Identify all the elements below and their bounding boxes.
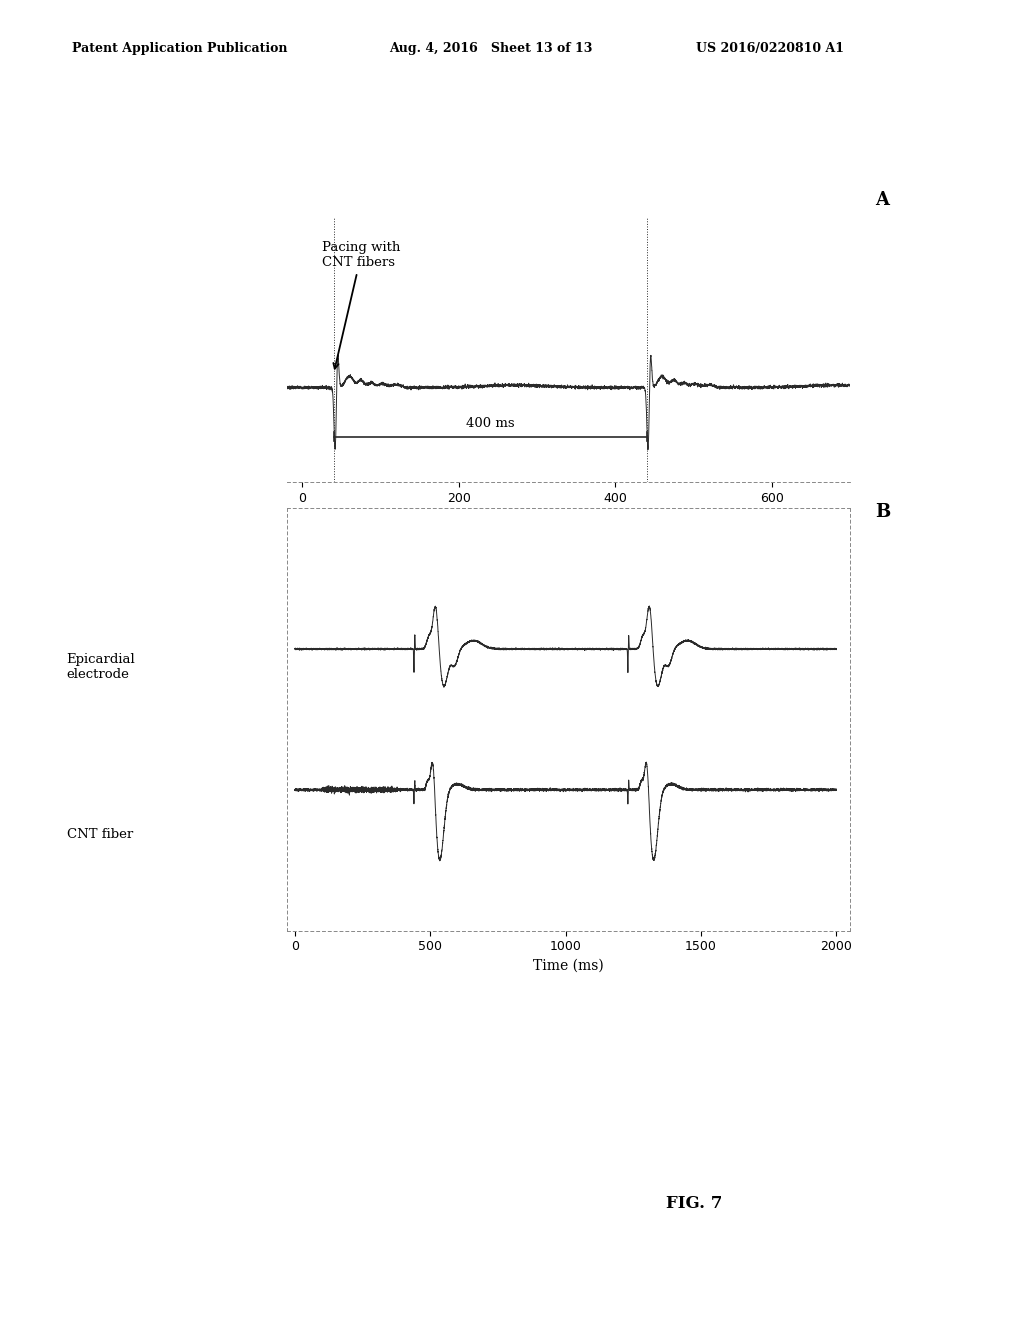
Text: FIG. 7: FIG. 7 xyxy=(666,1195,722,1212)
Text: Aug. 4, 2016   Sheet 13 of 13: Aug. 4, 2016 Sheet 13 of 13 xyxy=(389,42,593,55)
Text: Patent Application Publication: Patent Application Publication xyxy=(72,42,287,55)
Text: Pacing with
CNT fibers: Pacing with CNT fibers xyxy=(322,242,400,368)
Text: 400 ms: 400 ms xyxy=(466,417,514,430)
Text: US 2016/0220810 A1: US 2016/0220810 A1 xyxy=(696,42,845,55)
X-axis label: Time (ms): Time (ms) xyxy=(532,958,604,973)
Text: A: A xyxy=(876,190,890,209)
Text: CNT fiber: CNT fiber xyxy=(67,828,133,841)
X-axis label: Time (ms): Time (ms) xyxy=(532,510,604,524)
Text: Epicardial
electrode: Epicardial electrode xyxy=(67,652,135,681)
Text: B: B xyxy=(876,503,891,521)
